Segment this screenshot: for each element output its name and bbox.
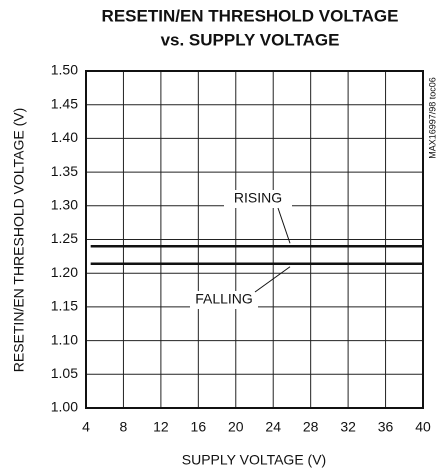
plot-frame bbox=[85, 70, 424, 409]
label-bg bbox=[190, 291, 258, 309]
x-tick-label: 20 bbox=[228, 419, 244, 435]
y-tick-label: 1.15 bbox=[51, 298, 78, 314]
y-tick-label: 1.25 bbox=[51, 230, 78, 246]
y-tick-label: 1.45 bbox=[51, 95, 78, 111]
x-tick-label: 28 bbox=[303, 419, 319, 435]
chart-title: RESETIN/EN THRESHOLD VOLTAGE bbox=[102, 6, 399, 25]
x-axis-label: SUPPLY VOLTAGE (V) bbox=[182, 452, 326, 468]
x-tick-label: 8 bbox=[120, 419, 128, 435]
y-tick-label: 1.35 bbox=[51, 163, 78, 179]
x-tick-label: 16 bbox=[191, 419, 207, 435]
chart-title: vs. SUPPLY VOLTAGE bbox=[161, 30, 340, 49]
y-tick-label: 1.20 bbox=[51, 264, 78, 280]
x-tick-label: 32 bbox=[340, 419, 356, 435]
x-tick-label: 12 bbox=[153, 419, 169, 435]
watermark: MAX16997/98 toc06 bbox=[427, 77, 437, 159]
leader-line bbox=[254, 266, 291, 293]
x-tick-label: 4 bbox=[82, 419, 90, 435]
y-tick-label: 1.50 bbox=[51, 62, 78, 78]
leader-line bbox=[277, 207, 291, 244]
x-tick-label: 24 bbox=[265, 419, 281, 435]
y-tick-label: 1.10 bbox=[51, 331, 78, 347]
label-bg bbox=[224, 190, 292, 208]
x-tick-label: 40 bbox=[415, 419, 431, 435]
y-tick-label: 1.05 bbox=[51, 365, 78, 381]
series-label: RISING bbox=[234, 190, 282, 206]
y-tick-label: 1.40 bbox=[51, 129, 78, 145]
x-tick-label: 36 bbox=[378, 419, 394, 435]
series-label: FALLING bbox=[195, 291, 253, 307]
y-tick-label: 1.00 bbox=[51, 399, 78, 415]
y-axis-label: RESETIN/EN THRESHOLD VOLTAGE (V) bbox=[11, 108, 27, 373]
y-tick-label: 1.30 bbox=[51, 197, 78, 213]
